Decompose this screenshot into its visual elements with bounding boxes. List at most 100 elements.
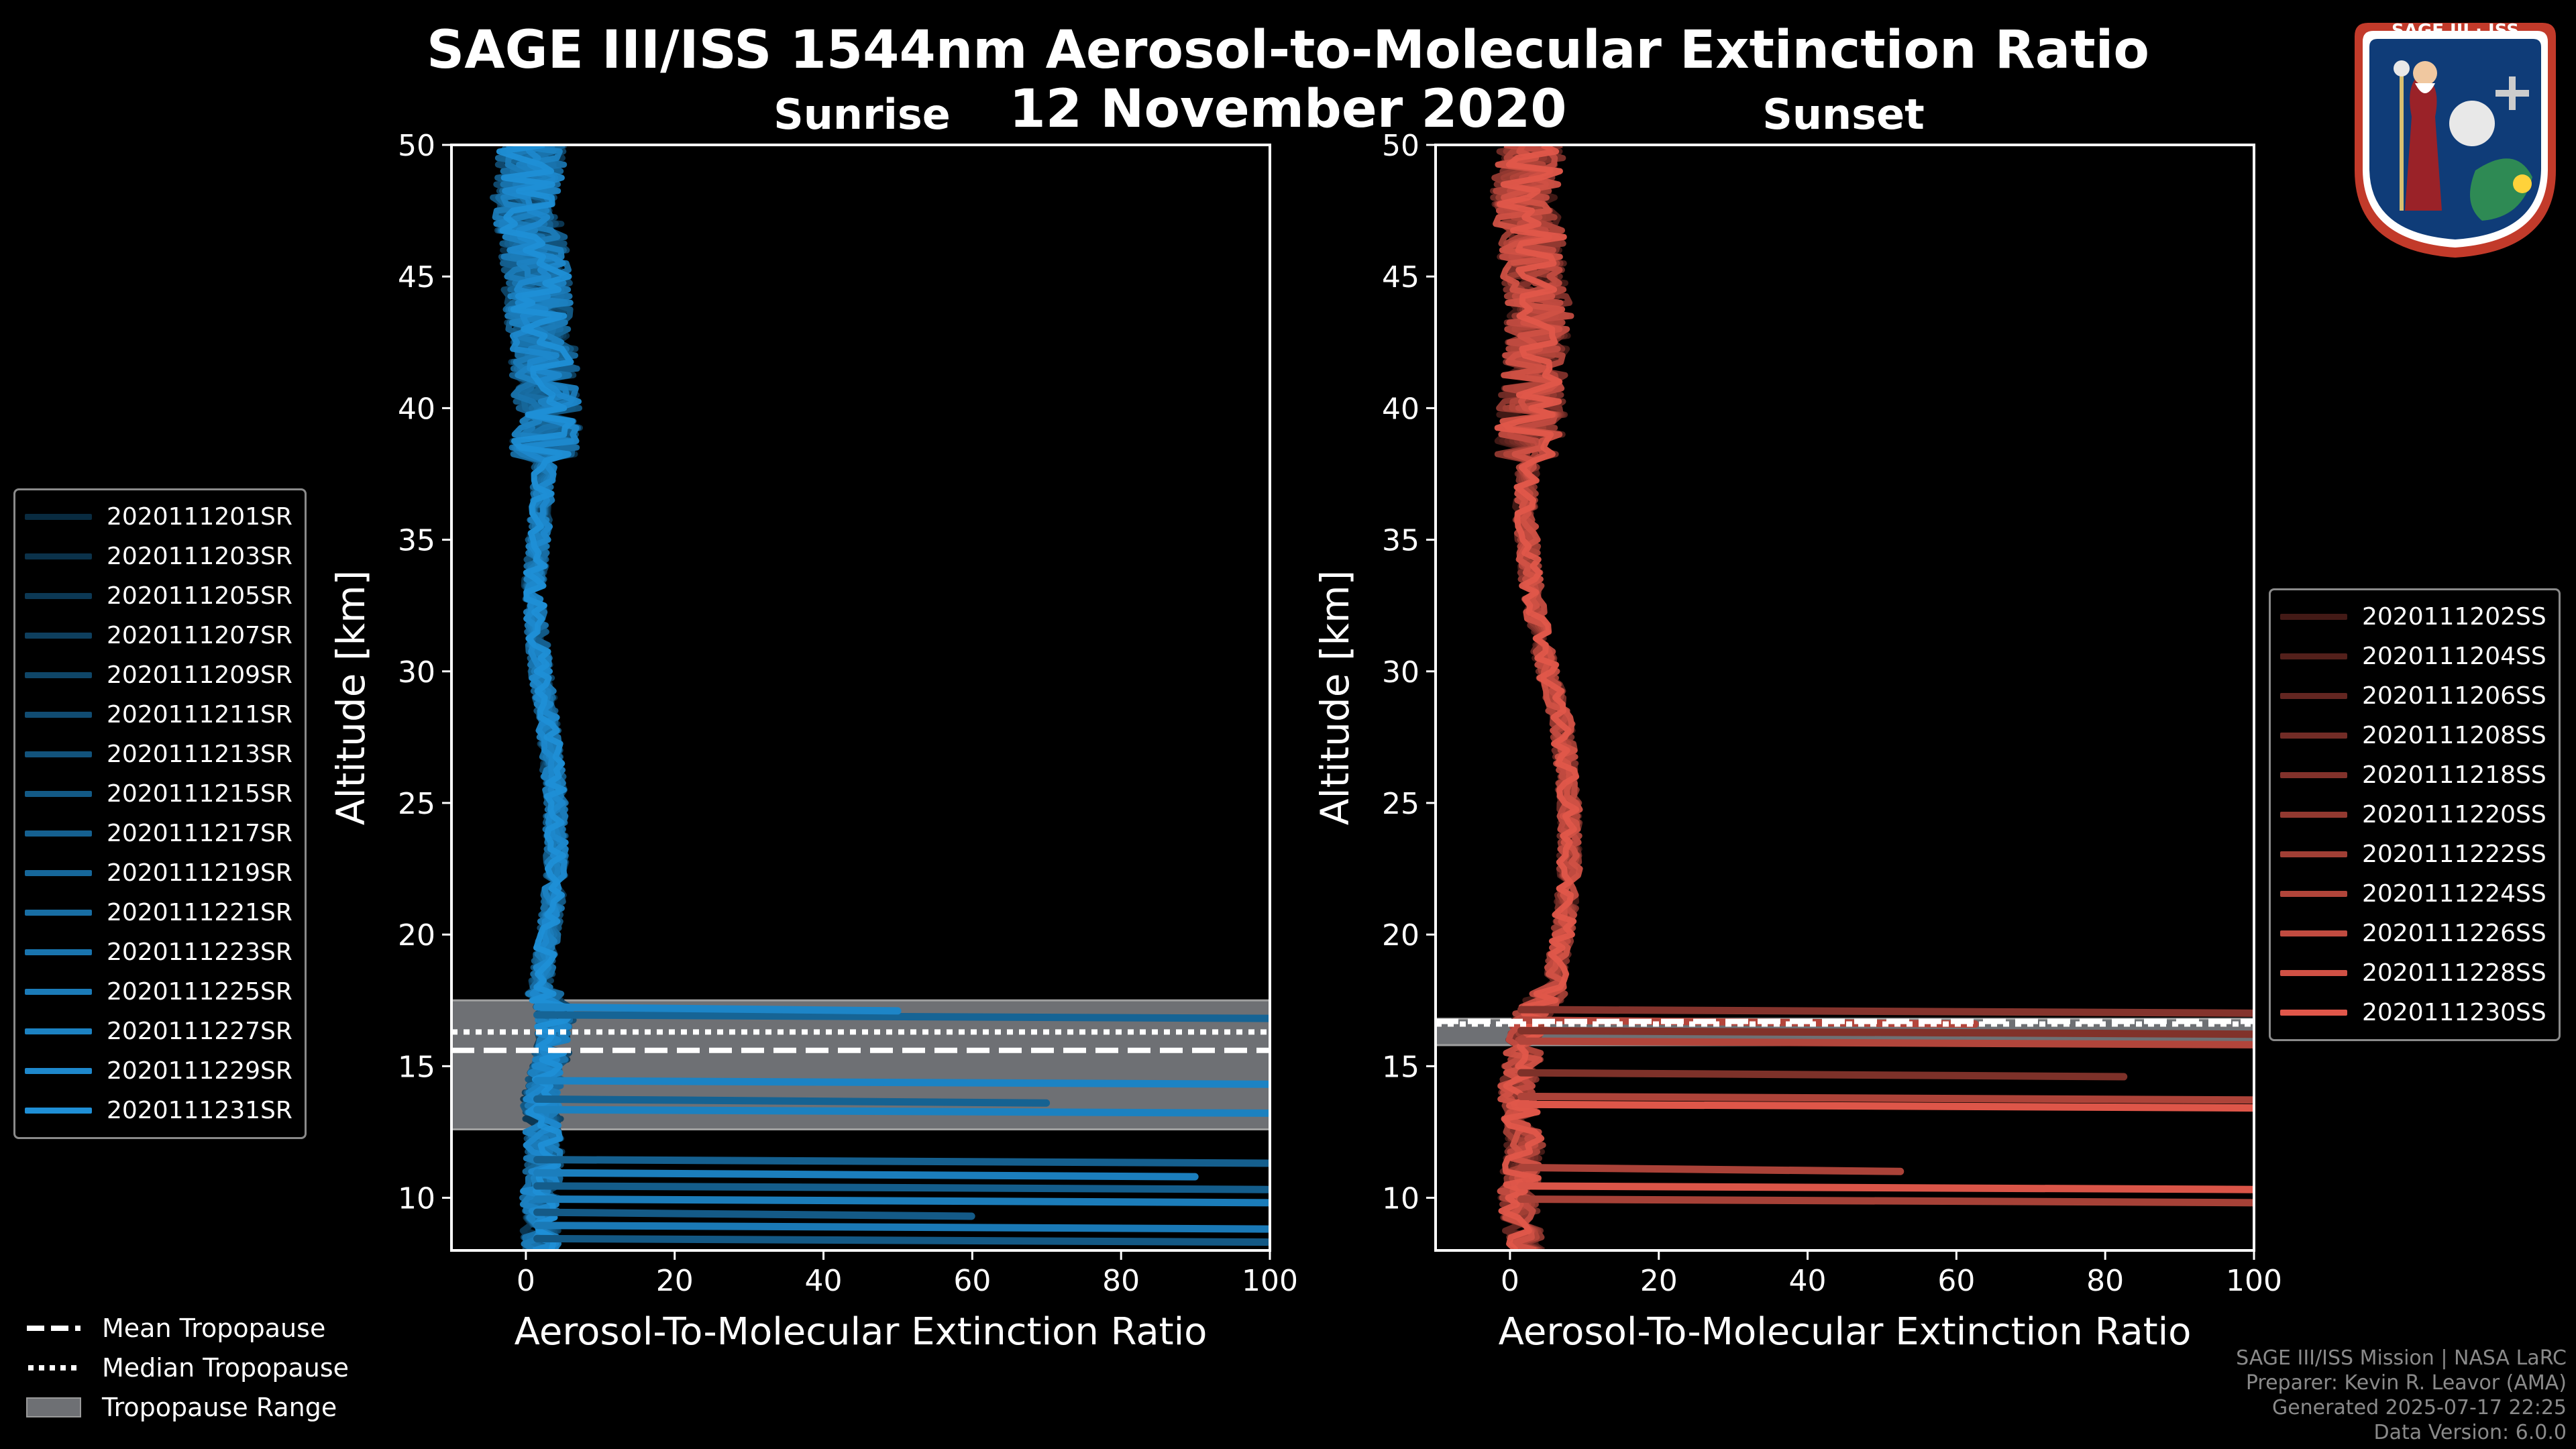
sunrise-spike-4	[533, 1182, 1270, 1193]
sunset-ytick-label-15: 15	[1382, 1050, 1419, 1084]
legend-swatch-icon	[25, 870, 92, 876]
legend-item: 2020111202SS	[2280, 597, 2546, 637]
sunrise-spike-0	[533, 1234, 1270, 1246]
legend-item: 2020111231SR	[25, 1091, 292, 1130]
legend-item: 2020111205SR	[25, 576, 292, 616]
sunrise-xtick-label-60: 60	[953, 1264, 991, 1298]
sunset-legend: 2020111202SS 2020111204SS 2020111206SS 2020…	[2269, 588, 2561, 1041]
legend-item: 2020111211SR	[25, 695, 292, 735]
sunrise-xtick-label-0: 0	[517, 1264, 535, 1298]
legend-item: 2020111209SR	[25, 655, 292, 695]
sunset-ytick-label-45: 45	[1382, 260, 1419, 294]
sunrise-spike-9	[533, 1077, 1270, 1088]
legend-label: 2020111220SS	[2362, 801, 2546, 828]
legend-range-label: Tropopause Range	[102, 1392, 337, 1422]
legend-label: 2020111209SR	[107, 661, 292, 689]
sunrise-ytick-label-30: 30	[398, 655, 435, 690]
legend-item: 2020111201SR	[25, 497, 292, 537]
sunrise-ytick-label-50: 50	[398, 129, 435, 163]
legend-label: 2020111205SR	[107, 582, 292, 610]
legend-median-tropopause: Median Tropopause	[25, 1348, 349, 1387]
credits-block: SAGE III/ISS Mission | NASA LaRC Prepare…	[2236, 1346, 2567, 1445]
legend-label: 2020111215SR	[107, 780, 292, 808]
sunrise-axes-frame	[450, 144, 1271, 1252]
legend-label: 2020111225SR	[107, 978, 292, 1006]
legend-label: 2020111230SS	[2362, 999, 2546, 1026]
legend-item: 2020111218SS	[2280, 755, 2546, 795]
legend-label: 2020111211SR	[107, 701, 292, 729]
legend-item: 2020111213SR	[25, 735, 292, 774]
credits-version: Data Version: 6.0.0	[2373, 1421, 2567, 1444]
legend-label: 2020111226SS	[2362, 920, 2546, 947]
sunset-xtick-label-60: 60	[1937, 1264, 1975, 1298]
legend-swatch-icon	[2280, 772, 2347, 778]
sage-mission-logo: SAGE III · ISS	[2355, 21, 2556, 258]
legend-swatch-icon	[25, 672, 92, 678]
sunrise-xtick-label-80: 80	[1102, 1264, 1140, 1298]
range-swatch-icon	[26, 1397, 81, 1417]
sunset-axes-frame	[1434, 144, 2255, 1252]
legend-swatch-icon	[25, 949, 92, 955]
legend-swatch-icon	[2280, 891, 2347, 897]
chart-date: 12 November 2020	[1009, 79, 1567, 140]
sunrise-spike-1	[533, 1222, 1270, 1233]
sunrise-spike-3	[533, 1195, 1270, 1207]
legend-swatch-icon	[2280, 812, 2347, 818]
sunset-spike-7	[1517, 1026, 2254, 1038]
legend-tropopause-range: Tropopause Range	[25, 1387, 349, 1427]
sunrise-ytick-label-10: 10	[398, 1182, 435, 1216]
sunrise-panel-title: Sunrise	[773, 90, 951, 139]
legend-swatch-icon	[2280, 693, 2347, 699]
sunrise-ytick-label-35: 35	[398, 524, 435, 558]
sunset-spike-1	[1517, 1182, 2254, 1193]
sunrise-ytick-label-20: 20	[398, 918, 435, 953]
legend-item: 2020111219SR	[25, 853, 292, 893]
legend-label: 2020111207SR	[107, 622, 292, 649]
legend-item: 2020111204SS	[2280, 637, 2546, 676]
sunset-ytick-label-40: 40	[1382, 392, 1419, 426]
legend-swatch-icon	[25, 593, 92, 599]
legend-swatch-icon	[25, 1028, 92, 1034]
legend-swatch-icon	[25, 553, 92, 559]
sunrise-spike-8	[533, 1095, 1051, 1107]
sunrise-legend: 2020111201SR 2020111203SR 2020111205SR 2020…	[13, 488, 307, 1139]
legend-label: 2020111217SR	[107, 820, 292, 847]
legend-item: 2020111224SS	[2280, 874, 2546, 914]
sunrise-ytick-label-15: 15	[398, 1050, 435, 1084]
sunset-ytick-label-35: 35	[1382, 524, 1419, 558]
sunrise-panel: 0 20 40 60 80 100 10 15 20 25 30 35 40 45 50 Aerosol-To…	[328, 129, 1298, 1354]
legend-swatch-icon	[2280, 970, 2347, 976]
legend-swatch-icon	[25, 910, 92, 916]
sunrise-ytick-label-40: 40	[398, 392, 435, 426]
sunrise-spike-10	[533, 1011, 1270, 1022]
sunset-xtick-label-20: 20	[1640, 1264, 1678, 1298]
sunset-profile-2020111228SS	[1493, 145, 1583, 1250]
sunrise-spike-2	[533, 1208, 975, 1220]
legend-swatch-icon	[25, 830, 92, 837]
legend-label: 2020111219SR	[107, 859, 292, 887]
legend-item: 2020111203SR	[25, 537, 292, 576]
legend-label: 2020111204SS	[2362, 643, 2546, 670]
legend-item: 2020111208SS	[2280, 716, 2546, 755]
credits-mission: SAGE III/ISS Mission | NASA LaRC	[2236, 1346, 2567, 1370]
legend-label: 2020111202SS	[2362, 603, 2546, 631]
legend-label: 2020111224SS	[2362, 880, 2546, 908]
sunset-spike-5	[1517, 1069, 2128, 1081]
legend-item: 2020111228SS	[2280, 953, 2546, 993]
legend-label: 2020111227SR	[107, 1018, 292, 1045]
sunrise-spike-5	[533, 1169, 1199, 1181]
legend-label: 2020111218SS	[2362, 761, 2546, 789]
sunset-panel: 0 20 40 60 80 100 10 15 20 25 30 35 40 45 50 Aerosol-To…	[1312, 129, 2282, 1354]
sunset-xtick-label-0: 0	[1501, 1264, 1519, 1298]
credits-generated: Generated 2025-07-17 22:25	[2271, 1396, 2567, 1419]
sunset-ylabel: Altitude [km]	[1312, 570, 1358, 825]
logo-text: SAGE III · ISS	[2392, 21, 2519, 41]
sunset-ytick-label-25: 25	[1382, 787, 1419, 821]
legend-swatch-icon	[25, 989, 92, 995]
sunset-spike-6	[1517, 1037, 2254, 1049]
chart-title: SAGE III/ISS 1544nm Aerosol-to-Molecular…	[427, 20, 2149, 80]
sunrise-xlabel: Aerosol-To-Molecular Extinction Ratio	[515, 1310, 1208, 1354]
dotted-line-icon	[28, 1364, 80, 1371]
sunset-spike-2	[1517, 1163, 1904, 1175]
